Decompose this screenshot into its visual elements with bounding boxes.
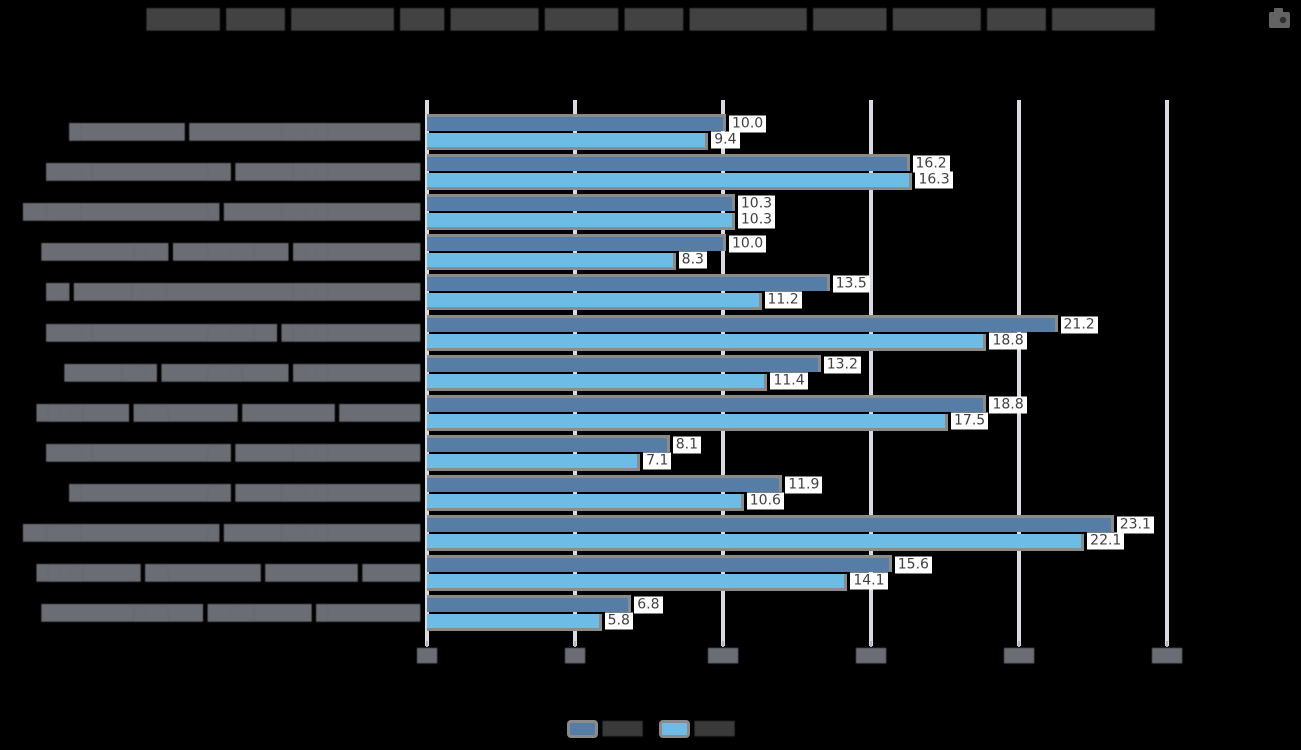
bar-series1 bbox=[427, 434, 670, 452]
value-label: 11.2 bbox=[764, 291, 802, 309]
bar-series1 bbox=[427, 154, 910, 172]
value-label: 8.1 bbox=[672, 436, 702, 454]
category-label: ██████████████ █████████ █████████ bbox=[41, 604, 420, 623]
legend-label-series1: ████ bbox=[602, 721, 643, 737]
bar-series2 bbox=[427, 614, 602, 632]
x-axis-tick-label: ██ bbox=[417, 649, 437, 664]
value-label: 13.2 bbox=[823, 356, 861, 374]
axis-tick bbox=[1018, 641, 1020, 647]
value-label: 23.1 bbox=[1116, 516, 1154, 534]
x-axis-tick-label: ███ bbox=[1004, 649, 1034, 664]
bar-series2 bbox=[427, 534, 1085, 551]
bar-series1 bbox=[427, 354, 821, 372]
value-label: 21.2 bbox=[1060, 316, 1098, 333]
x-axis-tick-label: ███ bbox=[708, 649, 738, 664]
legend-swatch-series2 bbox=[658, 720, 690, 738]
legend-label-series2: ████ bbox=[694, 721, 735, 737]
gridline bbox=[425, 100, 429, 646]
gridline bbox=[1017, 100, 1021, 646]
category-label: ████████████████ ████████████████ bbox=[46, 163, 420, 182]
axis-tick bbox=[1166, 641, 1168, 647]
gridline bbox=[573, 100, 577, 646]
legend: ████ ████ bbox=[0, 720, 1301, 738]
category-label: ███████████ ██████████ ███████████ bbox=[41, 243, 420, 262]
gridline bbox=[869, 100, 873, 646]
value-label: 18.8 bbox=[989, 396, 1027, 414]
save-image-button[interactable] bbox=[1266, 5, 1294, 33]
x-axis-tick-label: ███ bbox=[856, 649, 886, 664]
bar-series1 bbox=[427, 114, 726, 131]
category-label: ████████████████ ████████████████ bbox=[46, 443, 420, 462]
bar-series1 bbox=[427, 394, 987, 412]
value-label: 6.8 bbox=[634, 596, 663, 614]
bar-series2 bbox=[427, 453, 641, 471]
bar-series2 bbox=[427, 293, 762, 311]
bar-series2 bbox=[427, 253, 676, 271]
bar-series2 bbox=[427, 213, 735, 231]
value-label: 8.3 bbox=[678, 251, 707, 269]
legend-swatch-series1 bbox=[566, 720, 598, 738]
value-label: 17.5 bbox=[951, 412, 989, 430]
value-label: 10.0 bbox=[729, 235, 767, 253]
value-label: 10.3 bbox=[737, 211, 776, 229]
bar-series1 bbox=[427, 515, 1114, 532]
gridline bbox=[1165, 100, 1169, 646]
value-label: 10.3 bbox=[737, 195, 776, 213]
category-label: ████████ ███████████ ███████████ bbox=[64, 363, 420, 382]
category-label: ████████████████████ ████████████ bbox=[46, 323, 420, 342]
bar-series1 bbox=[427, 595, 632, 613]
value-label: 14.1 bbox=[850, 572, 888, 590]
x-axis-tick-label: ███ bbox=[1152, 649, 1182, 664]
value-label: 7.1 bbox=[643, 452, 672, 470]
bar-series2 bbox=[427, 133, 709, 150]
axis-tick bbox=[870, 641, 872, 647]
x-axis-tick-label: ██ bbox=[565, 649, 585, 664]
chart-title: █████ ████ ███████ ███ ██████ █████ ████… bbox=[146, 9, 1155, 31]
category-label: █████████████████ █████████████████ bbox=[23, 203, 420, 222]
value-label: 10.6 bbox=[746, 492, 784, 510]
value-label: 18.8 bbox=[989, 332, 1027, 349]
value-label: 11.4 bbox=[770, 372, 808, 390]
category-label: ██ ██████████████████████████████ bbox=[46, 283, 420, 302]
category-label: ██████████████ ████████████████ bbox=[69, 483, 420, 502]
bar-series1 bbox=[427, 194, 735, 212]
value-label: 9.4 bbox=[711, 131, 740, 149]
value-label: 10.0 bbox=[729, 115, 767, 133]
category-label: █████████ ██████████ ████████ █████ bbox=[36, 564, 420, 583]
bar-series1 bbox=[427, 555, 892, 573]
bar-series2 bbox=[427, 173, 913, 191]
bar-series2 bbox=[427, 493, 744, 511]
bar-series1 bbox=[427, 314, 1058, 332]
value-label: 16.3 bbox=[915, 171, 953, 189]
category-label: █████████████████ █████████████████ bbox=[23, 524, 420, 542]
value-label: 16.2 bbox=[912, 155, 950, 173]
bar-series1 bbox=[427, 474, 783, 492]
value-label: 22.1 bbox=[1087, 532, 1125, 550]
value-label: 13.5 bbox=[832, 275, 870, 293]
value-label: 5.8 bbox=[604, 612, 633, 630]
axis-tick bbox=[722, 641, 724, 647]
legend-item-series2[interactable]: ████ bbox=[658, 720, 735, 738]
gridline bbox=[721, 100, 725, 646]
value-label: 11.9 bbox=[785, 476, 823, 494]
value-label: 15.6 bbox=[894, 556, 932, 574]
category-label: ██████████ ████████████████████ bbox=[69, 123, 420, 141]
bar-series2 bbox=[427, 574, 848, 592]
legend-item-series1[interactable]: ████ bbox=[566, 720, 643, 738]
camera-icon bbox=[1269, 8, 1290, 28]
bar-series1 bbox=[427, 234, 726, 252]
axis-tick bbox=[574, 641, 576, 647]
bar-series2 bbox=[427, 373, 768, 391]
bar-series2 bbox=[427, 413, 948, 431]
axis-tick bbox=[426, 641, 428, 647]
bar-series2 bbox=[427, 333, 987, 351]
category-label: ████████ █████████ ████████ ███████ bbox=[36, 403, 420, 422]
bar-series1 bbox=[427, 274, 830, 292]
